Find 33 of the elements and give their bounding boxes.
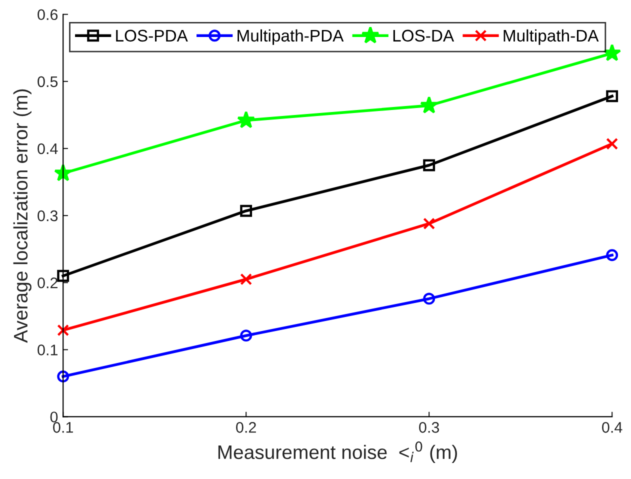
point — [603, 44, 622, 62]
y-tick-label: 0.5 — [38, 76, 58, 88]
x-tick-label: 0.2 — [236, 422, 256, 433]
point — [57, 324, 70, 336]
point — [423, 218, 436, 230]
point — [57, 270, 70, 282]
point — [606, 138, 618, 150]
x-tick-label: 0.4 — [602, 422, 622, 433]
point — [423, 159, 436, 172]
point — [57, 370, 70, 382]
point — [606, 90, 618, 102]
legend-label: Multipath-PDA — [238, 29, 344, 45]
legend-label: LOS-DA — [393, 30, 454, 42]
y-axis-title: Average localization error (m) — [13, 89, 32, 343]
y-tick-label: 0.2 — [38, 277, 58, 288]
y-tick-label: 0.3 — [38, 210, 58, 222]
y-tick-label: 0 — [50, 412, 58, 422]
legend-label: LOS-PDA — [116, 30, 188, 42]
legend-label: Multipath-DA — [504, 29, 599, 45]
x-tick-label: 0.1 — [53, 422, 73, 433]
point — [237, 110, 256, 128]
point — [240, 273, 252, 286]
point — [54, 164, 72, 182]
point — [420, 96, 438, 114]
point — [240, 330, 252, 342]
point — [606, 249, 618, 262]
point — [423, 292, 436, 305]
y-tick-label: 0.4 — [38, 143, 58, 154]
x-tick-label: 0.3 — [419, 422, 440, 433]
x-axis-title: Measurement noise <$_{i}$$^{0}$ (m) — [218, 441, 457, 463]
y-tick-label: 0.6 — [38, 9, 58, 20]
y-tick-label: 0.1 — [38, 344, 58, 356]
point — [240, 204, 252, 217]
